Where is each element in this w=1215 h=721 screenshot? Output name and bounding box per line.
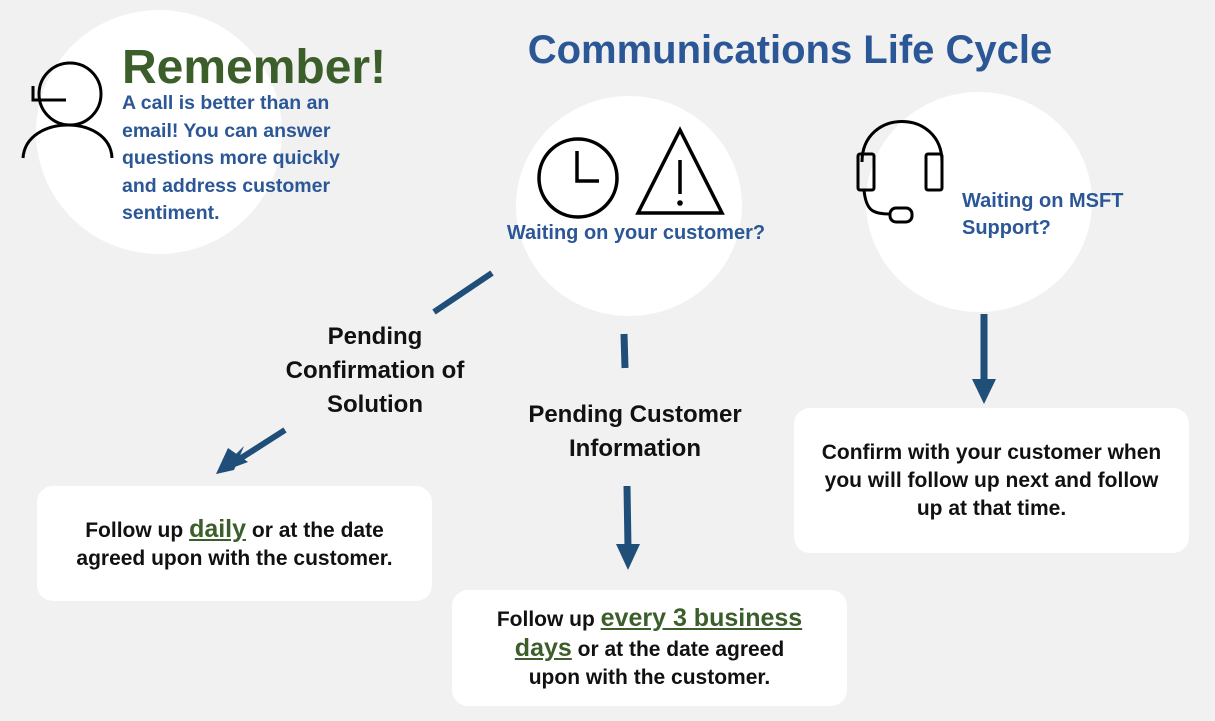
daily-followup-card: Follow up daily or at the date agreed up… — [37, 486, 432, 601]
business-days-suffix: or at the date agreed upon with the cust… — [528, 638, 785, 689]
remember-heading: Remember! — [122, 41, 387, 94]
headset-icon — [856, 120, 944, 224]
person-headset-icon — [21, 61, 114, 159]
business-days-highlight: every 3 business days — [514, 604, 803, 662]
confirm-followup-card: Confirm with your customer when you will… — [794, 408, 1189, 553]
business-days-followup-card: Follow up every 3 business days or at th… — [452, 590, 847, 706]
arrow-to-pending-confirmation — [432, 270, 494, 315]
pending-information-label: Pending Customer Information — [528, 401, 742, 462]
pending-confirmation-label: Pending Confirmation of Solution — [285, 323, 465, 418]
daily-highlight: daily — [189, 514, 247, 543]
arrowhead-confirm — [972, 379, 996, 404]
page-title: Communications Life Cycle — [527, 28, 1053, 72]
remember-text: A call is better than an email! You can … — [122, 92, 340, 224]
customer-wait-circle — [516, 96, 742, 316]
customer-wait-label: Waiting on your customer? — [506, 222, 766, 244]
daily-suffix: or at the date agreed upon with the cust… — [76, 518, 393, 570]
arrowhead-business-days — [616, 544, 640, 570]
msft-wait-circle — [866, 92, 1092, 312]
daily-prefix: Follow up — [85, 518, 184, 542]
warning-icon — [635, 126, 725, 215]
arrow-to-daily-card — [236, 427, 287, 463]
business-days-prefix: Follow up — [496, 608, 595, 631]
clock-icon — [537, 137, 619, 219]
remember-circle — [36, 10, 282, 254]
msft-wait-label: Waiting on MSFT Support? — [962, 190, 1124, 239]
confirm-text: Confirm with your customer when you will… — [821, 440, 1162, 520]
arrow-to-pending-information — [620, 333, 629, 369]
arrow-to-business-days-card — [623, 485, 632, 549]
